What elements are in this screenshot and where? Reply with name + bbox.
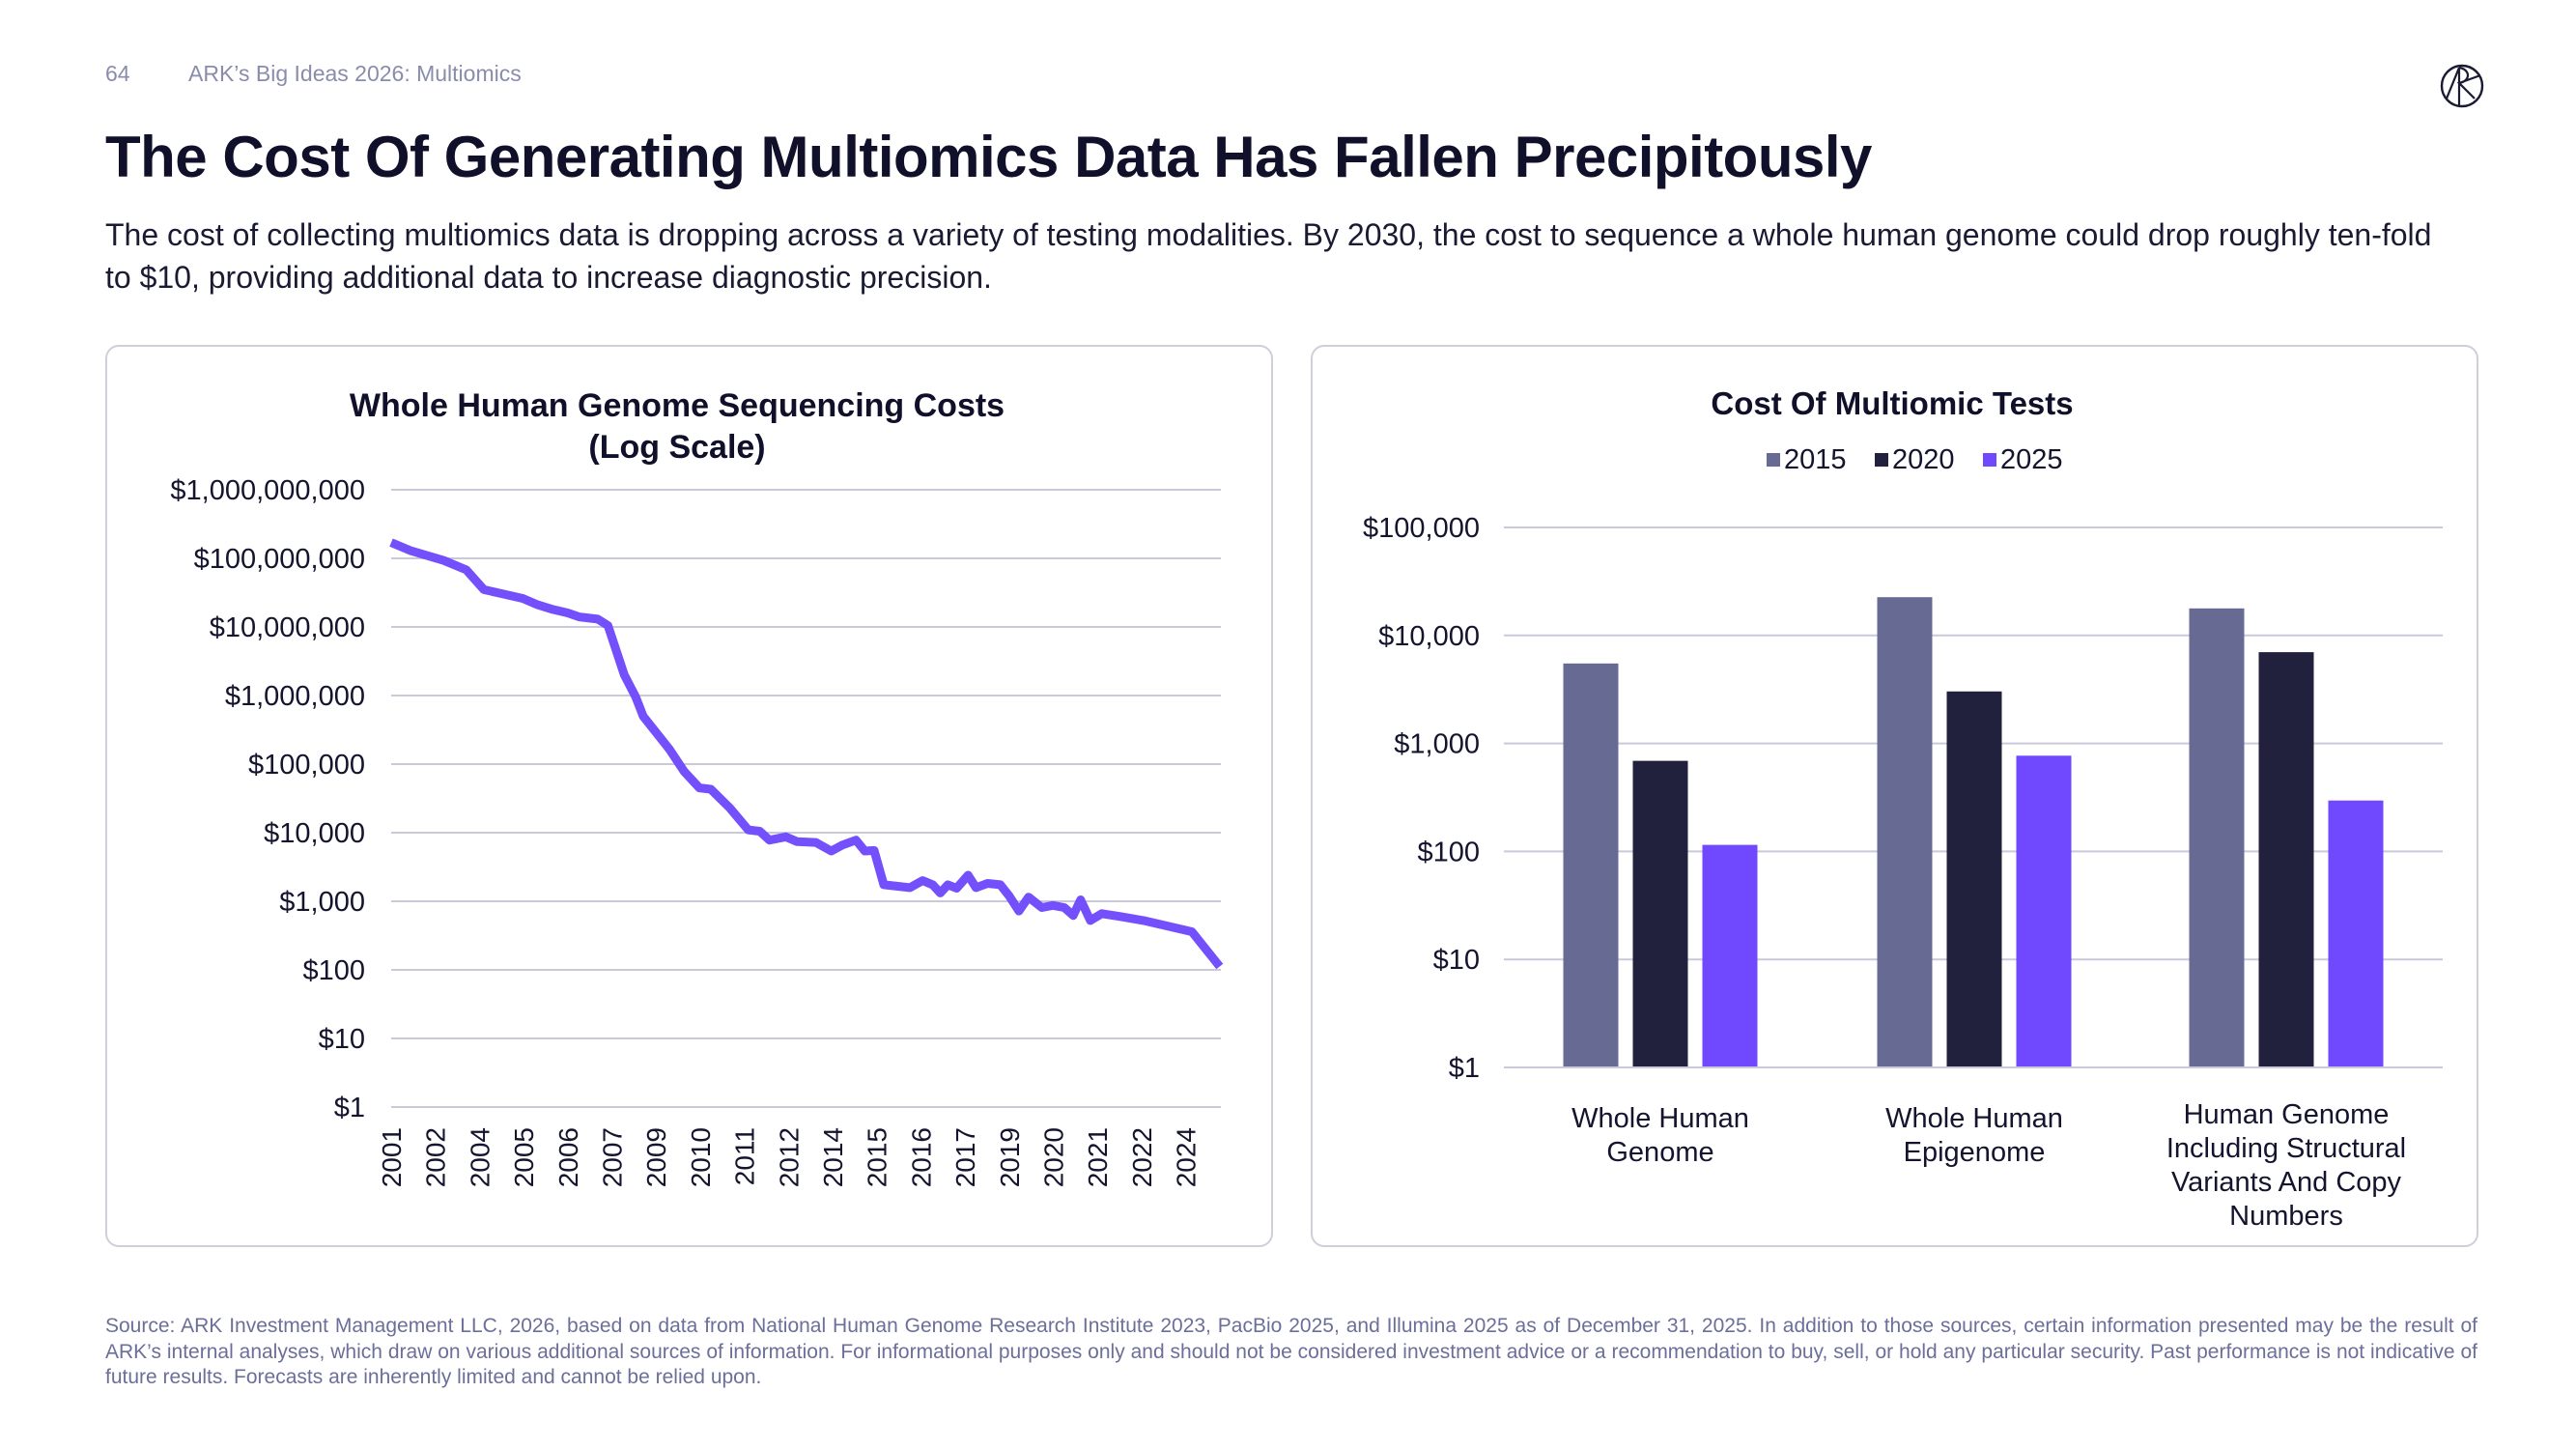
y-tick-label: $1,000,000,000: [170, 475, 365, 506]
genome-cost-line-chart: Whole Human Genome Sequencing Costs (Log…: [170, 387, 1224, 1187]
x-tick-label: 2012: [774, 1127, 804, 1187]
y-tick-label: $1,000,000: [225, 681, 365, 712]
cost-series-line: [389, 538, 1224, 970]
multiomic-tests-chart-card: Cost Of Multiomic Tests $100,000 $10,000 $…: [1311, 345, 2478, 1247]
legend-swatch-2025: [1983, 453, 1996, 467]
x-tick-label: 2001: [377, 1127, 407, 1187]
x-tick-label: 2005: [509, 1127, 539, 1187]
y-tick-label: $100,000: [1363, 513, 1480, 544]
legend-swatch-2015: [1767, 453, 1780, 467]
y-tick-label: $10: [319, 1024, 365, 1055]
y-tick-label: $1: [334, 1093, 365, 1123]
category-label: Variants And Copy: [2171, 1167, 2402, 1198]
source-disclaimer: Source: ARK Investment Management LLC, 2…: [105, 1315, 2477, 1388]
x-tick-label: 2017: [950, 1127, 980, 1187]
bar-2020: [1946, 691, 2002, 1067]
page-title: The Cost Of Generating Multiomics Data H…: [105, 125, 1872, 189]
ark-logo-icon: [2440, 64, 2484, 108]
page-subtitle: The cost of collecting multiomics data i…: [105, 217, 2432, 295]
x-tick-label: 2011: [730, 1127, 760, 1185]
bar-2015: [2189, 608, 2245, 1067]
bar-2015: [1563, 663, 1619, 1067]
x-tick-label: 2014: [818, 1127, 848, 1187]
legend-label: 2015: [1784, 444, 1847, 475]
category-label: Including Structural: [2166, 1133, 2406, 1164]
x-tick-label: 2004: [465, 1127, 495, 1187]
bar-2020: [2258, 652, 2314, 1067]
x-tick-label: 2016: [906, 1127, 936, 1187]
y-tick-label: $1,000: [1394, 729, 1480, 760]
x-tick-label: 2010: [686, 1127, 716, 1187]
x-tick-label: 2020: [1039, 1127, 1069, 1187]
x-tick-label: 2002: [421, 1127, 451, 1187]
chart-title: Cost Of Multiomic Tests: [1711, 385, 2073, 421]
y-tick-label: $100: [302, 955, 365, 986]
y-tick-label: $100: [1417, 837, 1480, 867]
y-tick-label: $100,000,000: [194, 544, 365, 575]
chart-title: Whole Human Genome Sequencing Costs: [350, 387, 1005, 424]
bar-2020: [1632, 760, 1688, 1067]
y-tick-label: $10,000,000: [210, 612, 365, 643]
category-label: Numbers: [2229, 1201, 2343, 1232]
category-label: Whole Human: [1571, 1103, 1749, 1134]
category-label: Human Genome: [2184, 1099, 2390, 1130]
y-tick-label: $1,000: [279, 887, 365, 918]
chart-subtitle: (Log Scale): [588, 429, 765, 466]
legend-swatch-2020: [1875, 453, 1888, 467]
legend-label: 2025: [2000, 444, 2063, 475]
category-label: Epigenome: [1904, 1137, 2046, 1168]
x-tick-label: 2021: [1083, 1127, 1113, 1187]
x-tick-label: 2022: [1127, 1127, 1157, 1187]
y-tick-label: $100,000: [248, 750, 365, 781]
y-tick-label: $10,000: [1378, 621, 1480, 652]
x-tick-label: 2007: [598, 1127, 628, 1187]
y-tick-label: $1: [1449, 1053, 1480, 1084]
x-tick-label: 2019: [995, 1127, 1025, 1187]
x-tick-label: 2015: [863, 1127, 892, 1187]
category-label: Genome: [1606, 1137, 1713, 1168]
bar-2015: [1877, 597, 1933, 1067]
category-label: Whole Human: [1885, 1103, 2063, 1134]
x-tick-label: 2009: [641, 1127, 671, 1187]
bar-2025: [1702, 844, 1758, 1067]
x-tick-label: 2006: [553, 1127, 583, 1187]
genome-cost-chart-card: Whole Human Genome Sequencing Costs (Log…: [105, 345, 1273, 1247]
bar-2025: [2016, 755, 2072, 1067]
legend-label: 2020: [1892, 444, 1955, 475]
y-tick-label: $10: [1433, 945, 1480, 976]
y-tick-label: $10,000: [264, 818, 365, 849]
section-title: ARK’s Big Ideas 2026: Multiomics: [188, 61, 522, 86]
x-tick-label: 2024: [1172, 1127, 1202, 1187]
multiomic-tests-bar-chart: Cost Of Multiomic Tests $100,000 $10,000 $…: [1363, 385, 2443, 1232]
page-number: 64: [105, 61, 130, 86]
bar-2025: [2328, 800, 2384, 1067]
